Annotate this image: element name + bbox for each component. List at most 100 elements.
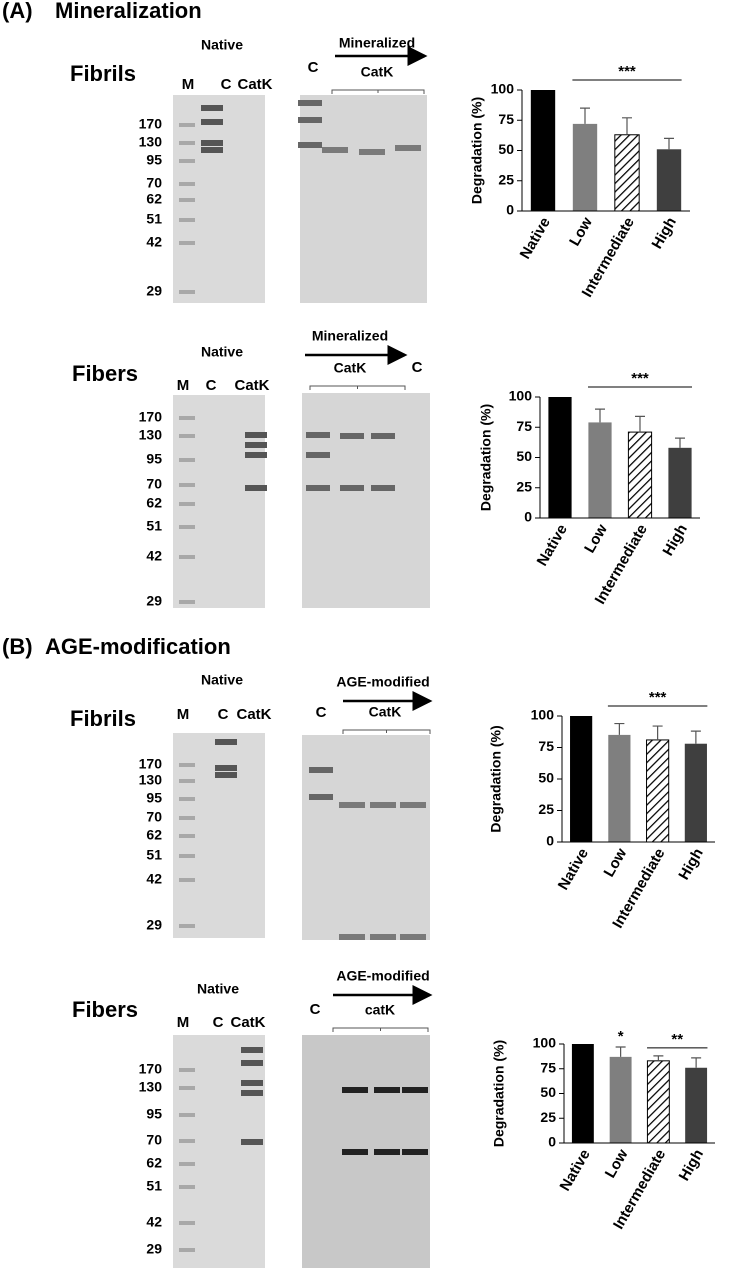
x-tick-label: High bbox=[649, 214, 680, 251]
marker-band bbox=[179, 1113, 195, 1117]
error-bar bbox=[580, 107, 590, 124]
bar bbox=[571, 1044, 594, 1143]
band bbox=[306, 485, 330, 491]
modified-label: Mineralized bbox=[312, 328, 388, 344]
band bbox=[340, 485, 364, 491]
band bbox=[374, 1149, 400, 1155]
y-tick-label: 50 bbox=[540, 1084, 556, 1100]
marker-label: 70 bbox=[146, 809, 162, 825]
error-bar bbox=[622, 117, 632, 135]
band bbox=[370, 934, 396, 940]
bar bbox=[646, 739, 670, 843]
lane-label: CatK bbox=[237, 76, 272, 93]
band bbox=[215, 765, 237, 771]
marker-label: 42 bbox=[146, 234, 162, 250]
marker-band bbox=[179, 198, 195, 202]
marker-label: 62 bbox=[146, 495, 162, 511]
marker-band bbox=[179, 1162, 195, 1166]
section-title: Mineralization bbox=[55, 0, 202, 23]
band bbox=[395, 145, 421, 151]
y-tick-label: 0 bbox=[524, 509, 532, 525]
y-axis-label: Degradation (%) bbox=[478, 404, 494, 511]
marker-band bbox=[179, 159, 195, 163]
marker-label: 62 bbox=[146, 191, 162, 207]
y-tick-label: 100 bbox=[509, 388, 533, 404]
bar bbox=[570, 716, 593, 842]
marker-label: 29 bbox=[146, 593, 162, 609]
lane-label: CatK bbox=[234, 377, 269, 394]
y-tick-label: 25 bbox=[516, 478, 532, 494]
bracket bbox=[309, 385, 406, 390]
section-title: AGE-modification bbox=[45, 634, 231, 659]
sample-label: Fibers bbox=[72, 997, 138, 1022]
band bbox=[340, 433, 364, 439]
section-label: (A) bbox=[2, 0, 33, 23]
band bbox=[241, 1080, 263, 1086]
marker-band bbox=[179, 834, 195, 838]
y-tick-label: 25 bbox=[498, 171, 514, 187]
marker-label: 130 bbox=[139, 427, 163, 443]
marker-band bbox=[179, 502, 195, 506]
marker-label: 70 bbox=[146, 175, 162, 191]
marker-label: 170 bbox=[139, 409, 163, 425]
x-tick-label: Low bbox=[601, 845, 631, 880]
bracket bbox=[342, 729, 431, 734]
marker-band bbox=[179, 797, 195, 801]
marker-band bbox=[179, 854, 195, 858]
band bbox=[241, 1090, 263, 1096]
marker-band bbox=[179, 434, 195, 438]
enzyme-label: CatK bbox=[334, 360, 367, 376]
x-tick-label: Native bbox=[517, 214, 554, 261]
bar bbox=[614, 134, 640, 212]
native-label: Native bbox=[201, 37, 243, 53]
band bbox=[245, 442, 267, 448]
marker-band bbox=[179, 1221, 195, 1225]
band bbox=[298, 117, 322, 123]
band bbox=[298, 100, 322, 106]
error-bar bbox=[691, 1057, 702, 1068]
band bbox=[374, 1087, 400, 1093]
marker-band bbox=[179, 525, 195, 529]
marker-label: 51 bbox=[146, 847, 162, 863]
gel bbox=[300, 95, 427, 303]
control-label: C bbox=[308, 59, 319, 76]
marker-band bbox=[179, 290, 195, 294]
marker-label: 42 bbox=[146, 1214, 162, 1230]
marker-label: 95 bbox=[146, 1106, 162, 1122]
marker-label: 42 bbox=[146, 871, 162, 887]
band bbox=[201, 119, 223, 125]
sample-label: Fibers bbox=[72, 361, 138, 386]
marker-band bbox=[179, 141, 195, 145]
band bbox=[342, 1149, 368, 1155]
marker-label: 170 bbox=[139, 756, 163, 772]
marker-band bbox=[179, 1248, 195, 1252]
band bbox=[201, 105, 223, 111]
error-bar bbox=[615, 1046, 626, 1057]
y-tick-label: 75 bbox=[498, 111, 514, 127]
sample-label: Fibrils bbox=[70, 706, 136, 731]
marker-band bbox=[179, 458, 195, 462]
y-tick-label: 75 bbox=[516, 418, 532, 434]
marker-band bbox=[179, 555, 195, 559]
x-tick-label: Low bbox=[581, 521, 611, 556]
marker-band bbox=[179, 779, 195, 783]
marker-label: 51 bbox=[146, 211, 162, 227]
y-tick-label: 100 bbox=[531, 707, 555, 723]
band bbox=[339, 934, 365, 940]
bar bbox=[685, 1067, 708, 1143]
band bbox=[241, 1139, 263, 1145]
marker-band bbox=[179, 924, 195, 928]
lane-label: C bbox=[218, 706, 229, 723]
y-tick-label: 25 bbox=[538, 801, 554, 817]
marker-band bbox=[179, 600, 195, 604]
lane-label: C bbox=[206, 377, 217, 394]
band bbox=[370, 802, 396, 808]
x-tick-label: Low bbox=[566, 214, 596, 249]
marker-label: 51 bbox=[146, 518, 162, 534]
marker-label: 70 bbox=[146, 476, 162, 492]
x-tick-label: Low bbox=[602, 1146, 632, 1181]
bar bbox=[684, 743, 707, 842]
lane-label: M bbox=[177, 377, 190, 394]
marker-band bbox=[179, 416, 195, 420]
